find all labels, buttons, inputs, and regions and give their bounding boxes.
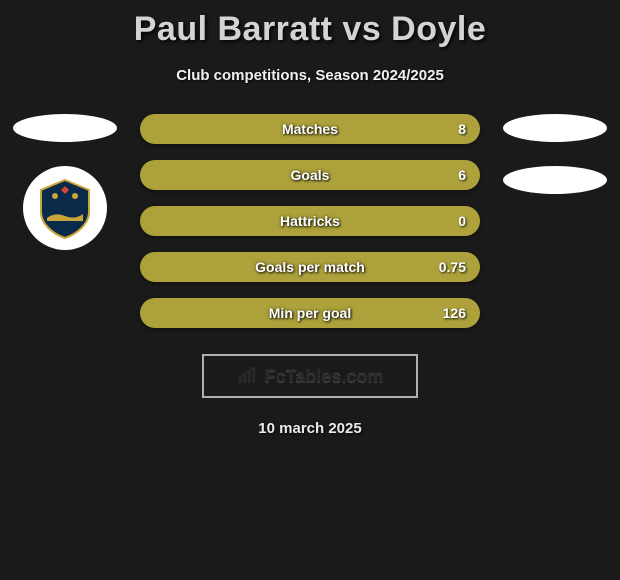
watermark-box: FcTables.com [202,354,418,398]
stat-bar-min-per-goal: Min per goal 126 [140,298,480,328]
stat-bar-matches: Matches 8 [140,114,480,144]
southport-crest-icon [33,176,97,240]
player-ellipse-right-2 [503,166,607,194]
stat-label: Goals [291,167,330,183]
stat-label: Goals per match [255,259,365,275]
right-column [500,114,610,328]
stat-value: 0.75 [439,259,466,275]
page-subtitle: Club competitions, Season 2024/2025 [0,67,620,84]
stat-label: Hattricks [280,213,340,229]
stat-label: Matches [282,121,338,137]
stat-value: 126 [443,305,466,321]
stat-bars: Matches 8 Goals 6 Hattricks 0 Goals per … [140,114,480,328]
left-column [10,114,120,328]
stat-bar-goals: Goals 6 [140,160,480,190]
stat-value: 8 [458,121,466,137]
player-ellipse-right-1 [503,114,607,142]
stat-bar-hattricks: Hattricks 0 [140,206,480,236]
stat-value: 0 [458,213,466,229]
bar-chart-icon [237,367,259,385]
player-ellipse-left [13,114,117,142]
page-title: Paul Barratt vs Doyle [0,0,620,49]
stat-bar-goals-per-match: Goals per match 0.75 [140,252,480,282]
team-logo-left [23,166,107,250]
footer-date: 10 march 2025 [0,420,620,437]
stat-value: 6 [458,167,466,183]
watermark-text: FcTables.com [265,366,384,387]
comparison-panel: Matches 8 Goals 6 Hattricks 0 Goals per … [0,114,620,328]
stat-label: Min per goal [269,305,351,321]
